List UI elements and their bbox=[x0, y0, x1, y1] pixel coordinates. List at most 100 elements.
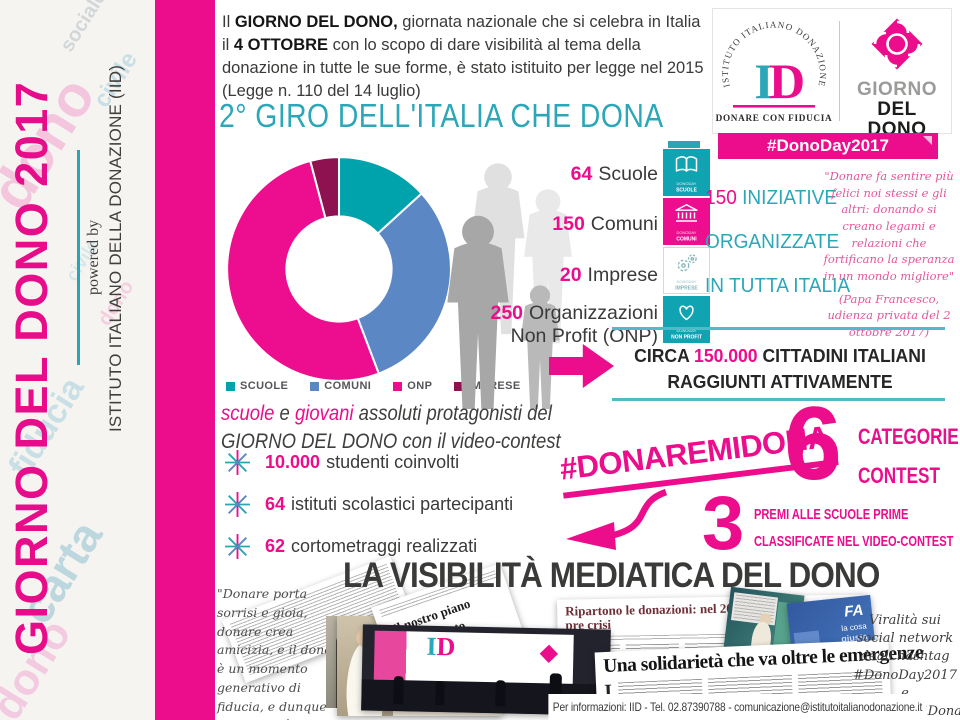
logo-divider bbox=[839, 21, 840, 121]
ribbon-fold bbox=[923, 136, 932, 145]
intro-paragraph: Il GIORNO DEL DONO, giornata nazionale c… bbox=[222, 11, 709, 103]
stage-letter-d: D bbox=[436, 631, 456, 662]
stat-label: Imprese bbox=[587, 263, 658, 286]
media-section-title: LA VISIBILITÀ MEDIATICA DEL DONO bbox=[343, 556, 880, 595]
stage-person bbox=[393, 676, 405, 705]
svg-text:COMUNI: COMUNI bbox=[676, 237, 697, 243]
papa-francesco-quote: "Donare fa sentire più felici noi stessi… bbox=[820, 168, 958, 341]
legend-label: ONP bbox=[407, 380, 433, 392]
initiatives-line1: 150 INIZIATIVE bbox=[705, 176, 850, 220]
prizes-label2: CLASSIFICATE NEL VIDEO-CONTEST bbox=[754, 533, 954, 550]
quote-text: "Donare fa sentire più felici noi stessi… bbox=[823, 169, 955, 284]
svg-text:IMPRESE: IMPRESE bbox=[675, 286, 698, 292]
vc-scuole: scuole bbox=[221, 402, 275, 425]
initiatives-line3: IN TUTTA ITALIA bbox=[705, 274, 851, 298]
vc-line1: scuole e giovani assoluti protagonisti d… bbox=[221, 400, 561, 428]
legend-swatch bbox=[393, 381, 403, 391]
stat-value: 20 bbox=[559, 263, 582, 286]
poster-title-vertical: GIORNO DEL DONO 2017 bbox=[6, 80, 57, 656]
stat-value: 64 bbox=[265, 494, 286, 514]
divider-line-top bbox=[612, 327, 945, 330]
book-icon bbox=[675, 156, 698, 172]
legend-swatch bbox=[226, 381, 235, 391]
curved-arrow-icon bbox=[566, 488, 668, 550]
reach-number: 150.000 bbox=[694, 345, 758, 366]
stat-row-organizzazioni: 250 Organizzazioni Non Profit (ONP) bbox=[462, 302, 658, 347]
stat-label: istituti scolastici partecipanti bbox=[291, 494, 514, 514]
category-stats: 64 Scuole 150 Comuni 20 Imprese 250 Organizzazi… bbox=[462, 163, 658, 375]
svg-text:DONODAY: DONODAY bbox=[677, 181, 697, 186]
mattarella-quote: "Donare porta sorrisi e gioia, donare cr… bbox=[217, 585, 339, 720]
hashtag-ribbon-text: #DonoDay2017 bbox=[767, 136, 889, 155]
legend-item-scuole: SCUOLE bbox=[226, 380, 288, 392]
org-name-vertical: ISTITUTO ITALIANO DELLA DONAZIONE (IID) bbox=[106, 64, 125, 432]
stage-person bbox=[435, 681, 446, 706]
legend-label: SCUOLE bbox=[240, 380, 289, 392]
logos-panel: ISTITUTO ITALIANO DONAZIONE I D DONARE C… bbox=[712, 8, 952, 139]
hashtag-ribbon: #DonoDay2017 bbox=[718, 133, 938, 159]
stage-person bbox=[495, 680, 506, 707]
left-watermark-panel: dono sociale civile fiducia carta dono dono civ… bbox=[0, 0, 155, 720]
vc-mid1: e bbox=[274, 402, 295, 425]
contest-stat-row: 62 cortometraggi realizzati bbox=[224, 533, 513, 560]
intro-text: giornata nazionale che si celebra in Ita… bbox=[222, 13, 701, 55]
reach-line1: CIRCA 150.000 CITTADINI ITALIANI bbox=[609, 343, 951, 369]
donut-segment-comuni bbox=[356, 192, 452, 375]
accent-stripe bbox=[155, 0, 215, 720]
initiatives-line2: ORGANIZZATE bbox=[705, 230, 840, 254]
categories-label1: CATEGORIE bbox=[858, 424, 959, 449]
stat-value: 64 bbox=[570, 163, 593, 185]
vc-mid2: assoluti protagonisti del bbox=[353, 402, 552, 425]
legend-item-comuni: COMUNI bbox=[310, 380, 371, 392]
vc-line2: GIORNO DEL DONO con il video-contest bbox=[221, 429, 561, 453]
child-silhouette bbox=[520, 285, 560, 409]
donut-segment-imprese bbox=[309, 156, 341, 220]
donoday-tiles: DONODAY SCUOLE DONODAY COMUNI DONODAY IM… bbox=[663, 149, 710, 345]
legend-label: COMUNI bbox=[324, 380, 372, 392]
stat-value: 150 bbox=[552, 213, 585, 236]
legend-swatch bbox=[310, 381, 320, 391]
initiatives-word1: INIZIATIVE bbox=[736, 186, 838, 209]
intro-bold-giorno: GIORNO DEL DONO, bbox=[234, 13, 398, 31]
reach-post: CITTADINI ITALIANI bbox=[757, 345, 926, 366]
title-underline-dash bbox=[668, 141, 700, 148]
categories-labels: CATEGORIE CONTEST bbox=[858, 424, 959, 489]
initiatives-block: 150 INIZIATIVE ORGANIZZATE IN TUTTA ITAL… bbox=[705, 176, 850, 308]
watermark-word: sociale bbox=[56, 0, 111, 56]
legend-item-onp: ONP bbox=[393, 380, 432, 392]
prizes-label1: PREMI ALLE SCUOLE PRIME bbox=[754, 506, 909, 523]
categories-label2: CONTEST bbox=[858, 463, 940, 488]
stat-value: 10.000 bbox=[265, 452, 321, 472]
stat-row-imprese: 20 Imprese bbox=[462, 264, 658, 286]
sidebar-divider bbox=[77, 150, 80, 365]
powered-by-label: powered by bbox=[85, 219, 102, 296]
donoday-tile-comuni: DONODAY COMUNI bbox=[663, 198, 710, 245]
tv-caption-box bbox=[731, 592, 779, 626]
iid-letter-i: I bbox=[754, 53, 773, 109]
svg-text:DONODAY: DONODAY bbox=[677, 279, 697, 284]
gdd-logo-line1: GIORNO bbox=[856, 79, 938, 100]
person-silhouette bbox=[447, 215, 509, 409]
donoday-tile-scuole: DONODAY SCUOLE bbox=[663, 149, 710, 196]
donoday-tile-non-profit: DONODAY NON PROFIT bbox=[663, 296, 710, 343]
stat-label: cortometraggi realizzati bbox=[291, 536, 478, 556]
intro-text: Il bbox=[222, 13, 235, 31]
quote-text: "Donare porta sorrisi e gioia, donare cr… bbox=[217, 586, 332, 720]
giorno-del-dono-logo: GIORNO DEL DONO bbox=[846, 13, 948, 140]
iid-letter-d: D bbox=[769, 53, 805, 109]
initiatives-number: 150 bbox=[705, 186, 737, 209]
prizes-labels: PREMI ALLE SCUOLE PRIME CLASSIFICATE NEL… bbox=[754, 506, 953, 550]
stat-row-scuole: 64 Scuole bbox=[462, 163, 658, 185]
asterisk-icon bbox=[225, 534, 250, 559]
donoday-tile-imprese: DONODAY IMPRESE bbox=[663, 247, 710, 294]
reach-line2: RAGGIUNTI ATTIVAMENTE bbox=[667, 370, 893, 392]
donut-segment-onp bbox=[226, 159, 381, 382]
iid-logo: ISTITUTO ITALIANO DONAZIONE I D DONARE C… bbox=[716, 20, 832, 123]
video-contest-heading: scuole e giovani assoluti protagonisti d… bbox=[221, 400, 561, 455]
iid-underline bbox=[733, 105, 815, 108]
svg-text:SCUOLE: SCUOLE bbox=[676, 188, 698, 194]
asterisk-icon bbox=[225, 492, 250, 517]
reach-statement: CIRCA 150.000 CITTADINI ITALIANI RAGGIUN… bbox=[609, 343, 951, 395]
section-title: 2° GIRO DELL'ITALIA CHE DONA bbox=[219, 97, 664, 134]
